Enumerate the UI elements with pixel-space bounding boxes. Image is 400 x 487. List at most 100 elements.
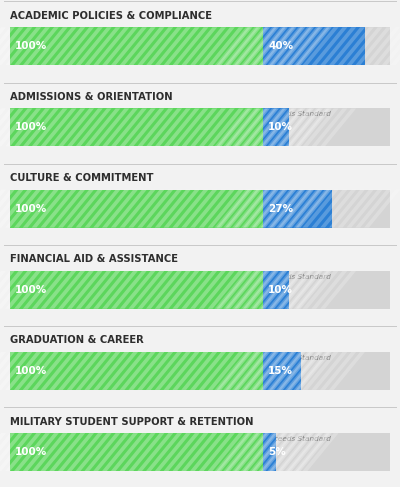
Polygon shape (164, 109, 200, 147)
Polygon shape (155, 189, 191, 227)
Polygon shape (285, 189, 321, 227)
Polygon shape (164, 189, 200, 227)
Polygon shape (93, 109, 129, 147)
Polygon shape (190, 189, 226, 227)
Polygon shape (172, 433, 208, 471)
Text: Military Friendly® Standard: Military Friendly® Standard (10, 274, 111, 281)
Polygon shape (285, 27, 321, 65)
Bar (10, 271, 390, 309)
Polygon shape (216, 27, 252, 65)
Polygon shape (285, 433, 321, 471)
Polygon shape (49, 189, 85, 227)
Polygon shape (40, 352, 76, 390)
Polygon shape (208, 271, 244, 309)
Polygon shape (346, 27, 382, 65)
Polygon shape (120, 271, 156, 309)
Polygon shape (243, 27, 279, 65)
Polygon shape (267, 271, 303, 309)
Polygon shape (49, 433, 85, 471)
Polygon shape (128, 433, 164, 471)
Polygon shape (346, 189, 382, 227)
Polygon shape (120, 109, 156, 147)
Text: MILITARY STUDENT SUPPORT & RETENTION: MILITARY STUDENT SUPPORT & RETENTION (10, 416, 254, 427)
Polygon shape (278, 109, 314, 147)
Bar (10, 433, 263, 471)
Polygon shape (14, 109, 50, 147)
Polygon shape (58, 433, 94, 471)
Polygon shape (172, 27, 208, 65)
Polygon shape (84, 433, 120, 471)
Polygon shape (0, 109, 6, 147)
Polygon shape (214, 27, 250, 65)
Polygon shape (32, 271, 68, 309)
Polygon shape (181, 27, 217, 65)
Polygon shape (232, 189, 268, 227)
Polygon shape (258, 433, 294, 471)
Polygon shape (137, 271, 173, 309)
Polygon shape (216, 271, 252, 309)
Polygon shape (269, 433, 305, 471)
Polygon shape (0, 271, 24, 309)
Text: Military Friendly® Standard: Military Friendly® Standard (10, 436, 111, 443)
Polygon shape (23, 27, 59, 65)
Polygon shape (320, 352, 356, 390)
Polygon shape (311, 109, 347, 147)
Polygon shape (0, 27, 24, 65)
Polygon shape (120, 352, 156, 390)
Polygon shape (241, 271, 277, 309)
Text: 100%: 100% (15, 285, 48, 295)
Polygon shape (208, 352, 244, 390)
Polygon shape (355, 27, 391, 65)
Bar (10, 352, 390, 390)
Polygon shape (5, 27, 41, 65)
Polygon shape (164, 271, 200, 309)
Polygon shape (355, 189, 391, 227)
Bar (10, 271, 263, 309)
Polygon shape (216, 352, 252, 390)
Polygon shape (269, 27, 305, 65)
Polygon shape (199, 433, 235, 471)
Polygon shape (276, 27, 312, 65)
Polygon shape (269, 352, 305, 390)
Polygon shape (225, 271, 261, 309)
Polygon shape (287, 109, 323, 147)
Text: 5%: 5% (268, 447, 286, 457)
Polygon shape (93, 27, 129, 65)
Polygon shape (225, 189, 261, 227)
Polygon shape (181, 352, 217, 390)
Polygon shape (338, 27, 374, 65)
Polygon shape (0, 189, 32, 227)
Polygon shape (287, 433, 323, 471)
Polygon shape (302, 271, 338, 309)
Text: CULTURE & COMMITMENT: CULTURE & COMMITMENT (10, 173, 154, 183)
Polygon shape (111, 109, 147, 147)
Polygon shape (267, 27, 303, 65)
Polygon shape (232, 271, 268, 309)
Polygon shape (294, 109, 330, 147)
Polygon shape (225, 433, 261, 471)
Polygon shape (0, 433, 24, 471)
Polygon shape (285, 352, 321, 390)
Polygon shape (164, 352, 200, 390)
Polygon shape (278, 433, 314, 471)
Polygon shape (120, 27, 156, 65)
Polygon shape (67, 109, 103, 147)
Polygon shape (250, 271, 286, 309)
Text: Military Friendly® Standard: Military Friendly® Standard (10, 192, 111, 199)
Polygon shape (302, 433, 338, 471)
Polygon shape (102, 271, 138, 309)
Polygon shape (269, 271, 305, 309)
Polygon shape (84, 352, 120, 390)
Polygon shape (241, 189, 277, 227)
Polygon shape (234, 109, 270, 147)
Polygon shape (102, 189, 138, 227)
Polygon shape (243, 352, 279, 390)
Polygon shape (399, 27, 400, 65)
Polygon shape (250, 433, 286, 471)
Polygon shape (0, 352, 32, 390)
Polygon shape (14, 271, 50, 309)
Polygon shape (294, 189, 330, 227)
Polygon shape (214, 189, 250, 227)
Polygon shape (287, 189, 323, 227)
Polygon shape (278, 27, 314, 65)
